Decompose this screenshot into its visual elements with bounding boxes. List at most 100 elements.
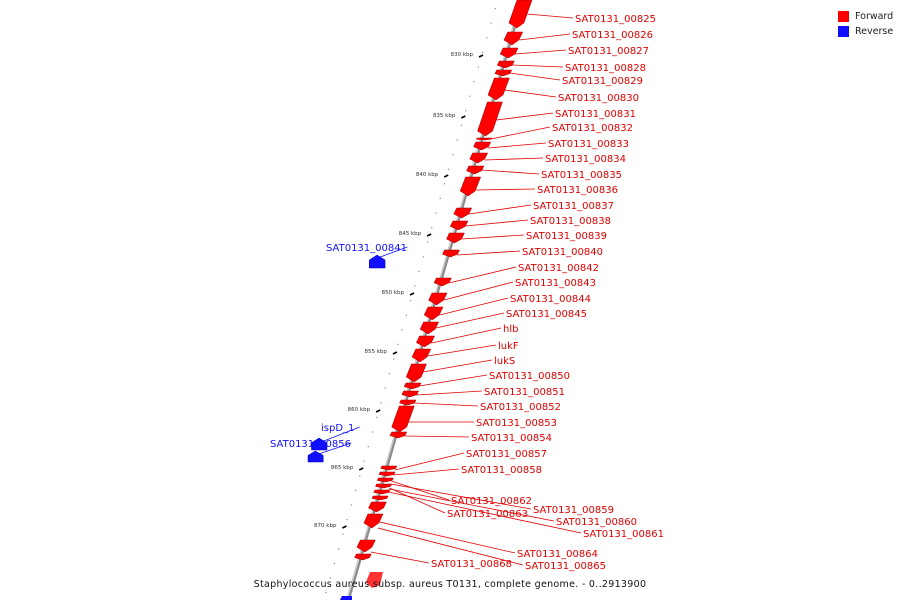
- gene-arrow: [503, 31, 524, 46]
- scale-tick-label: 855 kbp: [364, 349, 387, 355]
- gene-arrow: [446, 232, 465, 244]
- scale-dot: [448, 168, 450, 170]
- gene-label: SAT0131_00853: [476, 418, 557, 429]
- scale-tick-label: 840 kbp: [416, 172, 439, 178]
- gene-label: SAT0131_00861: [583, 529, 664, 540]
- gene-arrow: [371, 495, 389, 501]
- gene-leader-line: [468, 204, 532, 215]
- gene-arrow-partial: [366, 572, 383, 588]
- gene-leader-line: [439, 297, 509, 316]
- gene-leader-line: [443, 281, 514, 301]
- scale-dot: [363, 460, 365, 462]
- scale-dot: [486, 37, 488, 39]
- scale-dot: [469, 95, 471, 97]
- gene-leader-line: [465, 219, 529, 227]
- scale-dot: [338, 548, 340, 550]
- gene-arrow: [378, 471, 396, 477]
- gene-arrow: [449, 220, 469, 231]
- gene-arrow: [499, 47, 519, 59]
- gene-leader-line: [388, 491, 582, 534]
- legend-item-forward: Forward: [838, 9, 893, 24]
- gene-leader-line: [475, 188, 536, 191]
- gene-label: SAT0131_00858: [461, 465, 542, 476]
- scale-dot: [418, 270, 420, 272]
- gene-arrow: [368, 501, 387, 513]
- gene-arrow: [369, 254, 386, 269]
- gene-leader-line: [448, 266, 517, 284]
- scale-tick: [358, 467, 364, 471]
- gene-leader-line: [389, 488, 555, 522]
- gene-leader-line: [379, 521, 516, 554]
- scale-dot: [380, 402, 382, 404]
- scale-dot: [477, 66, 479, 68]
- legend-reverse-label: Reverse: [855, 26, 894, 37]
- gene-label: ispD_1: [321, 423, 354, 434]
- gene-leader-line: [488, 142, 547, 149]
- gene-arrow: [375, 483, 393, 489]
- gene-leader-line: [418, 374, 488, 387]
- gene-arrow: [459, 176, 482, 197]
- gene-arrow: [363, 513, 384, 529]
- gene-arrow: [401, 390, 420, 398]
- scale-tick: [392, 351, 398, 355]
- scale-tick: [443, 174, 449, 178]
- gene-leader-line: [519, 33, 571, 41]
- gene-leader-line: [423, 359, 493, 373]
- gene-arrow: [373, 489, 391, 495]
- gene-leader-line: [390, 483, 532, 510]
- gene-arrow: [405, 363, 427, 383]
- gene-label: SAT0131_00843: [515, 278, 596, 289]
- gene-arrow: [419, 321, 440, 335]
- scale-tick-label: 850 kbp: [382, 290, 405, 296]
- scale-dot: [443, 183, 446, 185]
- gene-label: SAT0131_00826: [572, 30, 653, 41]
- legend-item-reverse: Reverse: [838, 24, 893, 39]
- gene-arrow: [473, 141, 492, 151]
- legend: Forward Reverse: [838, 9, 893, 39]
- scale-dot: [410, 300, 412, 302]
- gene-label: SAT0131_00864: [517, 549, 598, 560]
- gene-leader-line: [369, 246, 408, 262]
- gene-label: SAT0131_00868: [431, 559, 512, 570]
- gene-arrow: [403, 382, 422, 390]
- gene-leader-line: [316, 426, 360, 445]
- gene-label: SAT0131_00825: [575, 14, 656, 25]
- scale-dot: [431, 227, 433, 229]
- scale-dot: [490, 22, 492, 24]
- gene-label: SAT0131_00831: [555, 109, 636, 120]
- scale-dot: [342, 533, 344, 535]
- scale-tick-label: 870 kbp: [314, 523, 337, 529]
- scale-dot: [414, 285, 416, 287]
- scale-dot: [473, 81, 475, 83]
- gene-label: lukF: [498, 341, 519, 352]
- gene-arrow: [466, 165, 485, 175]
- gene-arrow: [356, 539, 376, 553]
- gene-leader-line: [526, 13, 574, 19]
- gene-leader-line: [312, 442, 352, 457]
- gene-label: lukS: [494, 356, 515, 367]
- scale-dot: [401, 329, 403, 331]
- gene-leader-line: [404, 435, 470, 438]
- scale-dot: [350, 504, 352, 506]
- gene-arrow: [411, 348, 432, 363]
- gene-label: hlb: [503, 324, 518, 335]
- gene-arrow: [376, 477, 394, 483]
- gene-label: SAT0131_00856: [270, 439, 351, 450]
- gene-label: SAT0131_00838: [530, 216, 611, 227]
- gene-label: SAT0131_00859: [533, 505, 614, 516]
- gene-leader-line: [509, 72, 561, 81]
- scale-tick-label: 845 kbp: [399, 231, 422, 237]
- scale-tick: [426, 233, 432, 237]
- legend-forward-label: Forward: [855, 11, 894, 22]
- scale-dot: [376, 416, 378, 418]
- gene-label: SAT0131_00828: [565, 63, 646, 74]
- scale-tick-label: 860 kbp: [348, 407, 371, 413]
- gene-label: SAT0131_00836: [537, 185, 618, 196]
- gene-leader-line: [377, 527, 524, 566]
- scale-dot: [384, 387, 386, 389]
- scale-dot: [456, 139, 458, 141]
- forward-swatch: [838, 11, 849, 22]
- gene-arrow: [477, 101, 503, 137]
- scale-tick: [409, 292, 415, 296]
- gene-label: SAT0131_00862: [451, 496, 532, 507]
